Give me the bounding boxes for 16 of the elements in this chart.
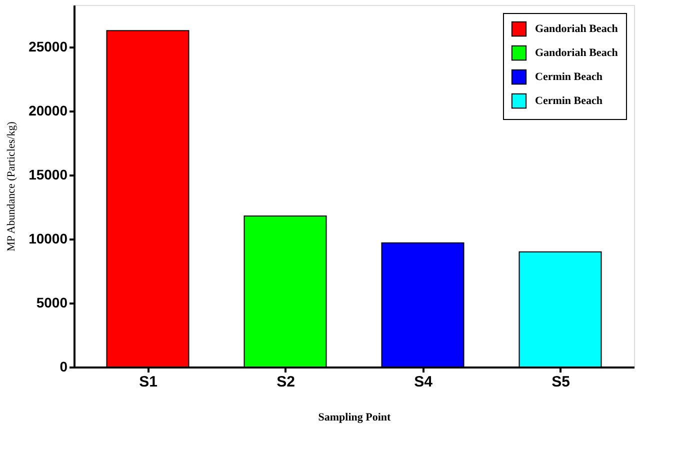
y-tick-label: 25000 xyxy=(28,38,68,55)
legend-label: Cermin Beach xyxy=(535,95,603,107)
y-tick-label: 10000 xyxy=(28,230,68,247)
x-axis-title: Sampling Point xyxy=(318,412,392,424)
x-tick-label: S1 xyxy=(139,374,158,390)
x-tick-label: S4 xyxy=(414,374,434,390)
y-tick-label: 15000 xyxy=(28,166,68,183)
legend-label: Gandoriah Beach xyxy=(535,23,618,35)
y-tick-label: 20000 xyxy=(28,102,68,119)
y-axis-title: MP Abundance (Particles/kg) xyxy=(6,121,18,252)
y-tick-label: 5000 xyxy=(36,294,68,311)
x-tick-label: S5 xyxy=(552,374,570,390)
legend-label: Cermin Beach xyxy=(535,71,603,83)
x-tick-label: S2 xyxy=(276,374,295,390)
y-tick-label: 0 xyxy=(60,358,68,374)
legend-label: Gandoriah Beach xyxy=(535,47,618,59)
